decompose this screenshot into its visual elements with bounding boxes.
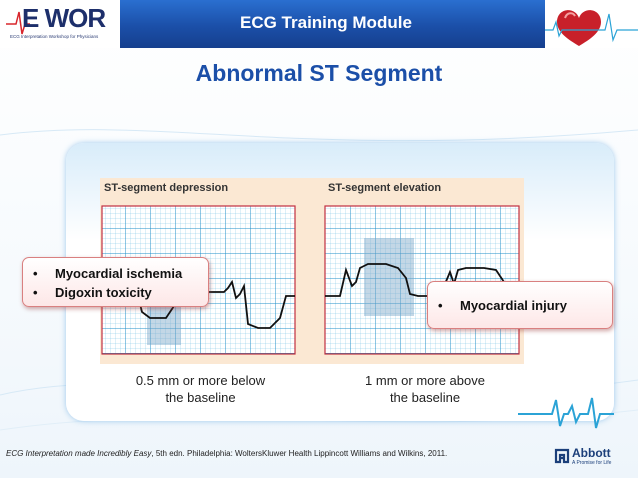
depression-highlight bbox=[147, 303, 181, 345]
callout-item-myocardial-injury: Myocardial injury bbox=[428, 296, 612, 315]
ewor-logo: E WOR ECG Interpretation Workshop for Ph… bbox=[0, 0, 120, 48]
reference-details: , 5th edn. Philadelphia: WoltersKluwer H… bbox=[151, 449, 448, 458]
logo-letters: E WOR bbox=[22, 3, 106, 33]
header-bar: E WOR ECG Interpretation Workshop for Ph… bbox=[0, 0, 638, 48]
st-depression-heading: ST-segment depression bbox=[104, 182, 229, 194]
elevation-caption-line-1: 1 mm or more above bbox=[365, 373, 485, 388]
reference-citation: ECG Interpretation made Incredibly Easy,… bbox=[6, 449, 447, 458]
elevation-trace bbox=[325, 263, 519, 297]
st-elevation-strip bbox=[324, 205, 520, 355]
callout-item-myocardial-ischemia: Myocardial ischemia bbox=[23, 264, 208, 283]
depression-caption: 0.5 mm or more below the baseline bbox=[118, 372, 283, 406]
callout-item-digoxin-toxicity: Digoxin toxicity bbox=[23, 283, 208, 302]
abbott-mark-icon bbox=[554, 448, 570, 464]
ecg-figure: ST-segment depression ST-segment elevati… bbox=[100, 178, 524, 364]
heart-image bbox=[545, 0, 638, 48]
ecg-strips bbox=[101, 205, 520, 355]
elevation-caption: 1 mm or more above the baseline bbox=[340, 372, 510, 406]
elevation-caption-line-2: the baseline bbox=[389, 390, 461, 405]
elevation-highlight bbox=[364, 238, 414, 316]
slide-title: Abnormal ST Segment bbox=[195, 60, 443, 86]
ecg-wave-icon bbox=[518, 397, 614, 429]
abbott-name: Abbott bbox=[572, 446, 611, 460]
depression-caption-line-2: the baseline bbox=[165, 390, 236, 405]
st-elevation-heading: ST-segment elevation bbox=[328, 182, 442, 194]
logo-tagline: ECG Interpretation Workshop for Physicia… bbox=[10, 34, 99, 39]
depression-caption-line-1: 0.5 mm or more below bbox=[135, 373, 266, 388]
ischemia-callout: Myocardial ischemia Digoxin toxicity bbox=[22, 257, 209, 307]
injury-callout: Myocardial injury bbox=[427, 281, 613, 329]
ecg-logo-icon bbox=[6, 11, 30, 35]
module-title: ECG Training Module bbox=[240, 13, 412, 32]
reference-book-title: ECG Interpretation made Incredibly Easy bbox=[6, 449, 152, 458]
abbott-tagline: A Promise for Life bbox=[572, 460, 612, 466]
heart-icon bbox=[545, 10, 638, 46]
